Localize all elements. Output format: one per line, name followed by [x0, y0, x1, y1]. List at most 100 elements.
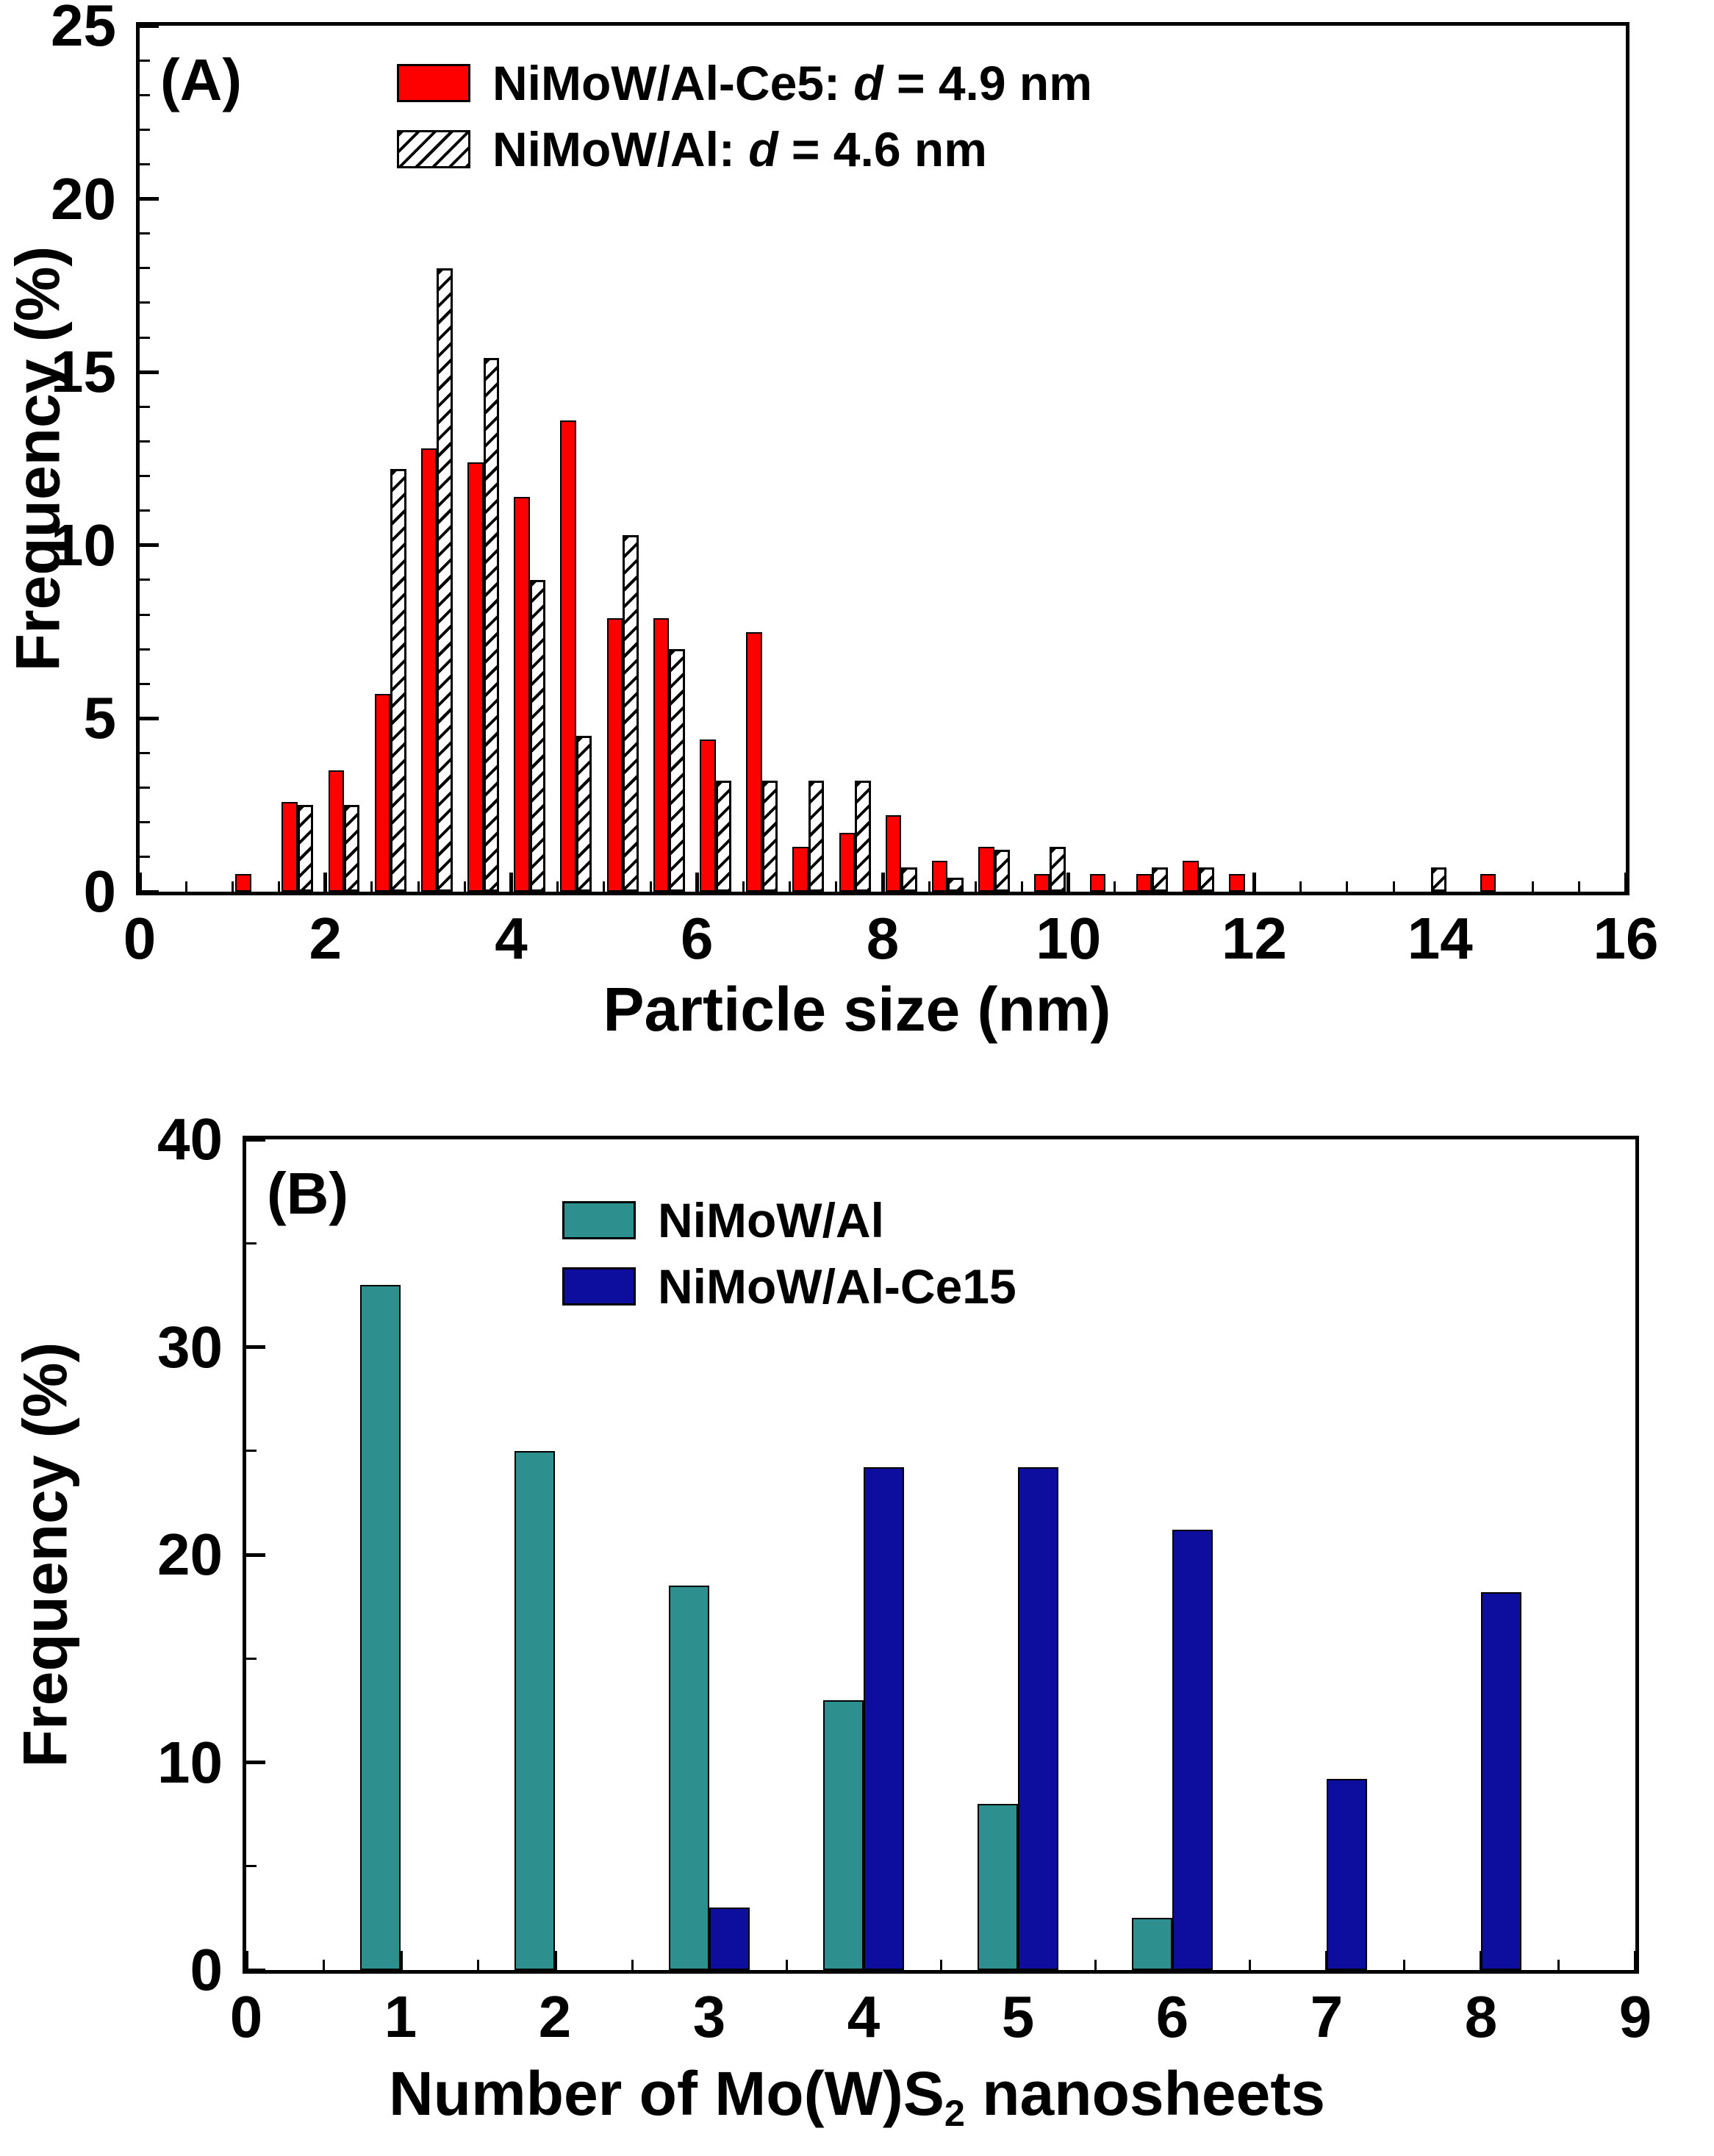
- x-major-tick: [1066, 873, 1071, 892]
- y-minor-tick: [140, 613, 150, 616]
- bar-nimow-al: [715, 781, 731, 892]
- y-axis-title-a: Frequency (%): [3, 246, 73, 672]
- x-minor-tick: [939, 1960, 942, 1970]
- y-tick-label: 20: [157, 1522, 223, 1587]
- bar-nimow-al-ce15: [1018, 1467, 1058, 1970]
- bar-nimow-al: [390, 469, 406, 892]
- x-minor-tick: [649, 881, 652, 892]
- y-minor-tick: [140, 509, 150, 512]
- x-minor-tick: [1021, 881, 1024, 892]
- x-tick-label: 0: [229, 1984, 263, 2049]
- x-minor-tick: [835, 881, 838, 892]
- x-minor-tick: [1532, 881, 1535, 892]
- x-minor-tick: [556, 881, 559, 892]
- bar-nimow-al-ce5: [1033, 874, 1050, 892]
- panel-b: Frequency (%) (B) NiMoW/Al NiMoW/Al-Ce15…: [0, 1073, 1714, 2156]
- x-major-tick: [323, 873, 328, 892]
- x-minor-tick: [789, 881, 792, 892]
- y-tick-label: 20: [51, 165, 116, 232]
- x-tick-label: 1: [384, 1984, 417, 2049]
- panel-label-a: (A): [160, 47, 243, 112]
- y-minor-tick: [140, 648, 150, 651]
- x-minor-tick: [1557, 1960, 1560, 1970]
- bar-nimow-al: [1050, 846, 1066, 892]
- x-minor-tick: [1402, 1960, 1405, 1970]
- y-minor-tick: [140, 128, 150, 131]
- y-major-tick: [140, 543, 159, 548]
- legend-entry-nimow-al: NiMoW/Al: [562, 1192, 1016, 1248]
- y-tick-label: 5: [83, 685, 117, 751]
- plot-area-a: (A) NiMoW/Al-Ce5: d = 4.9 nm NiMoW/Al: d…: [51, 0, 1658, 971]
- bar-nimow-al-ce5: [1229, 874, 1245, 892]
- y-minor-tick: [140, 856, 150, 859]
- legend-entry-nimow-al: NiMoW/Al: d = 4.6 nm: [397, 121, 1092, 177]
- y-minor-tick: [140, 162, 150, 165]
- legend-swatch-navy: [562, 1267, 636, 1306]
- bar-nimow-al: [669, 649, 685, 892]
- x-major-tick: [137, 873, 142, 892]
- x-major-tick: [244, 1951, 248, 1970]
- legend-label-nimow-al-ce15: NiMoW/Al-Ce15: [658, 1259, 1016, 1314]
- x-major-tick: [1624, 873, 1628, 892]
- x-minor-tick: [785, 1960, 788, 1970]
- bar-nimow-al-ce5: [839, 832, 856, 892]
- x-tick-label: 2: [538, 1984, 572, 2049]
- x-minor-tick: [231, 881, 234, 892]
- x-axis-title-b: Number of Mo(W)S2 nanosheets: [0, 2058, 1714, 2135]
- y-axis-title-b: Frequency (%): [10, 1342, 80, 1768]
- bar-nimow-al-ce5: [467, 462, 484, 892]
- y-tick-label: 0: [190, 1937, 223, 2002]
- bar-nimow-al: [344, 805, 360, 892]
- x-tick-label: 4: [847, 1984, 881, 2049]
- y-minor-tick: [140, 232, 150, 235]
- legend-label-nimow-al-ce5: NiMoW/Al-Ce5: d = 4.9 nm: [492, 55, 1092, 111]
- bar-nimow-al-ce5: [560, 420, 576, 892]
- x-minor-tick: [1248, 1960, 1251, 1970]
- legend-label-italic-d: d: [853, 56, 883, 110]
- x-minor-tick: [1299, 881, 1302, 892]
- y-minor-tick: [140, 336, 150, 339]
- y-tick-label: 10: [157, 1729, 223, 1795]
- y-minor-tick: [140, 821, 150, 824]
- x-tick-label: 14: [1407, 906, 1473, 971]
- x-minor-tick: [1114, 881, 1116, 892]
- plot-area-b: (B) NiMoW/Al NiMoW/Al-Ce15 0 1 2 3 4 5 6 7 8 9 0 10…: [157, 1106, 1652, 2049]
- x-tick-label: 12: [1222, 906, 1287, 971]
- bar-nimow-al: [575, 735, 592, 892]
- bar-nimow-al-ce5: [328, 770, 344, 892]
- bar-nimow-al-ce5: [1089, 874, 1106, 892]
- x-tick-label: 8: [1464, 1984, 1498, 2049]
- x-minor-tick: [974, 881, 977, 892]
- x-tick-label: 8: [866, 906, 900, 971]
- y-major-tick: [140, 889, 159, 894]
- bar-nimow-al-ce5: [606, 617, 623, 892]
- bar-nimow-al-ce5: [792, 846, 808, 892]
- legend-entry-nimow-al-ce5: NiMoW/Al-Ce5: d = 4.9 nm: [397, 55, 1092, 111]
- x-major-tick: [1252, 873, 1256, 892]
- y-minor-tick: [140, 93, 150, 96]
- x-major-tick: [398, 1951, 403, 1970]
- legend-swatch-red: [397, 64, 470, 102]
- bar-nimow-al-ce5: [1136, 874, 1152, 892]
- bar-nimow-al-ce5: [235, 874, 251, 892]
- x-tick-label: 0: [123, 906, 157, 971]
- legend-swatch-hatched: [397, 130, 470, 168]
- y-minor-tick: [246, 1657, 257, 1660]
- bar-nimow-al-ce15: [709, 1908, 750, 1970]
- x-minor-tick: [184, 881, 187, 892]
- y-minor-tick: [246, 1865, 257, 1868]
- bar-nimow-al: [437, 268, 453, 892]
- bar-nimow-al: [514, 1450, 555, 1970]
- y-major-tick: [140, 197, 159, 201]
- y-major-tick: [140, 370, 159, 374]
- x-axis-title-b-text: Number of Mo(W)S: [388, 2059, 944, 2128]
- x-tick-label: 9: [1618, 1984, 1652, 2049]
- bar-nimow-al: [978, 1804, 1018, 1970]
- legend-a: NiMoW/Al-Ce5: d = 4.9 nm NiMoW/Al: d = 4…: [397, 55, 1092, 177]
- x-minor-tick: [476, 1960, 479, 1970]
- x-minor-tick: [603, 881, 606, 892]
- y-minor-tick: [140, 267, 150, 270]
- x-minor-tick: [1094, 1960, 1097, 1970]
- bar-nimow-al: [1152, 867, 1168, 892]
